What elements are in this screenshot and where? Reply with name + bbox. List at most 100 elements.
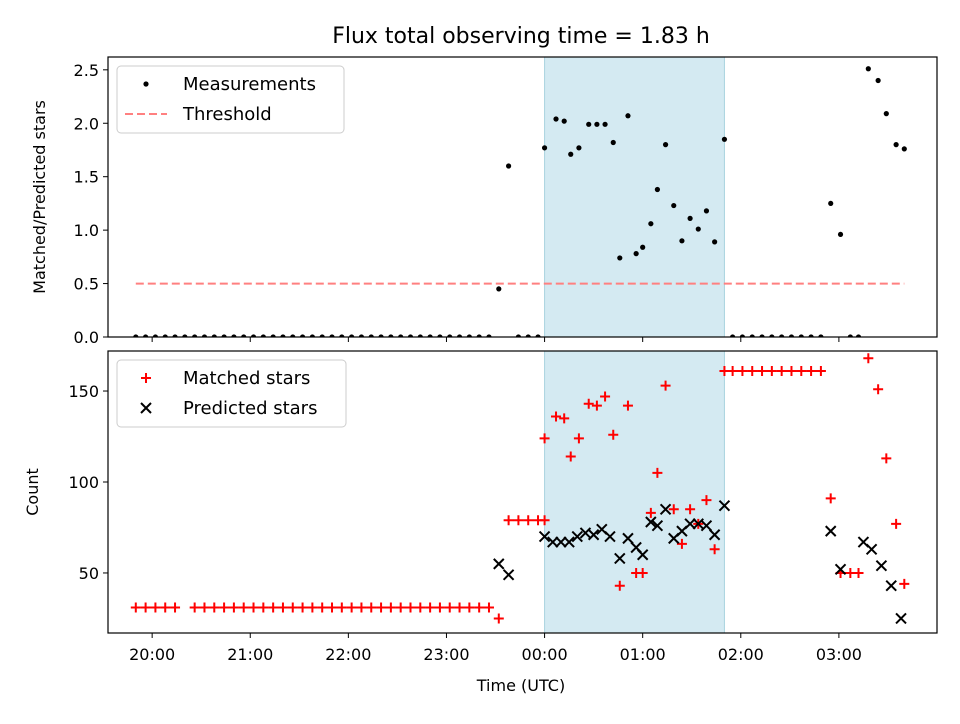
predicted-star-point	[895, 612, 907, 625]
matched-star-point	[219, 602, 230, 613]
measurement-point	[290, 334, 296, 337]
measurement-point	[553, 116, 559, 122]
y-tick-label: 0.5	[74, 275, 99, 294]
matched-star-point	[622, 400, 633, 411]
matched-star-point	[559, 413, 570, 424]
measurement-point	[901, 146, 907, 152]
matched-star-point	[170, 602, 181, 613]
measurement-point	[143, 334, 149, 337]
measurement-point	[250, 334, 257, 337]
legend-plus-marker	[141, 373, 151, 383]
matched-star-point	[757, 366, 768, 377]
measurement-point	[679, 238, 685, 244]
measurement-point	[739, 334, 746, 337]
measurement-point	[427, 334, 433, 337]
x-tick-label: 23:00	[423, 645, 469, 664]
matched-star-point	[863, 353, 874, 364]
predicted-star-point	[604, 530, 616, 543]
predicted-star-point	[587, 529, 600, 541]
predicted-star-point	[718, 499, 731, 512]
matched-star-point	[327, 602, 338, 613]
measurement-point	[625, 113, 631, 119]
predicted-star-point	[684, 518, 696, 530]
y-tick-label: 100	[68, 473, 99, 492]
matched-star-point	[747, 366, 758, 377]
matched-star-point	[766, 366, 777, 377]
measurement-point	[730, 334, 736, 337]
measurement-point	[299, 334, 306, 337]
matched-star-point	[238, 602, 249, 613]
matched-star-point	[637, 567, 648, 578]
measurement-point	[417, 334, 423, 337]
measurement-point	[456, 334, 463, 337]
measurement-point	[133, 334, 139, 337]
predicted-star-point	[571, 530, 583, 543]
measurement-point	[568, 151, 574, 157]
matched-star-point	[425, 602, 436, 613]
y-tick-label: 2.5	[74, 61, 99, 80]
measurement-point	[769, 334, 775, 337]
matched-star-point	[160, 602, 171, 613]
matched-star-point	[444, 602, 455, 613]
x-tick-label: 22:00	[325, 645, 371, 664]
measurement-point	[211, 334, 217, 337]
matched-star-point	[668, 504, 679, 515]
top-y-axis-label: Matched/Predicted stars	[30, 100, 49, 294]
matched-star-point	[806, 366, 817, 377]
matched-star-point	[583, 398, 594, 409]
predicted-star-point	[708, 529, 721, 541]
measurement-point	[368, 334, 374, 337]
y-tick-label: 2.0	[74, 114, 99, 133]
measurement-point	[329, 334, 335, 337]
matched-star-point	[405, 602, 416, 613]
predicted-star-point	[834, 563, 847, 576]
measurement-point	[515, 334, 522, 337]
matched-star-point	[434, 602, 445, 613]
x-tick-label: 02:00	[718, 645, 764, 664]
top-panel: 0.0 0.5 1.0 1.5 2.0 2.5 Measurements Threshold	[74, 56, 938, 347]
matched-star-point	[150, 602, 161, 613]
matched-star-point	[614, 580, 625, 591]
matched-star-point	[701, 495, 712, 506]
measurement-point	[855, 334, 862, 337]
observing-window-shade	[544, 350, 725, 634]
matched-star-point	[483, 602, 494, 613]
measurement-point	[671, 202, 677, 209]
y-tick-label: 50	[79, 564, 99, 583]
matched-star-point	[209, 602, 220, 613]
matched-star-point	[336, 602, 347, 613]
matched-star-point	[591, 400, 602, 411]
predicted-star-point	[651, 519, 664, 532]
legend-x-marker	[140, 402, 152, 414]
matched-star-point	[685, 504, 696, 515]
legend-entry-label: Threshold	[182, 104, 272, 125]
x-tick-label: 03:00	[816, 645, 862, 664]
plot-area	[130, 353, 910, 625]
matched-star-point	[796, 366, 807, 377]
measurement-point	[749, 334, 755, 337]
measurement-point	[349, 334, 355, 337]
matched-star-point	[140, 602, 151, 613]
matched-star-point	[660, 380, 671, 391]
measurement-point	[847, 334, 853, 337]
measurement-point	[893, 142, 899, 148]
measurement-point	[779, 334, 785, 337]
measurement-point	[594, 121, 600, 127]
measurement-point	[602, 121, 608, 127]
matched-star-point	[573, 433, 584, 444]
measurement-point	[703, 208, 710, 214]
matched-star-point	[317, 602, 328, 613]
matched-star-point	[189, 602, 200, 613]
matched-star-point	[786, 366, 797, 377]
measurement-point	[358, 334, 365, 337]
measurement-point	[309, 334, 315, 337]
measurement-point	[437, 334, 443, 337]
measurement-point	[506, 163, 512, 169]
matched-star-point	[899, 578, 910, 589]
matched-star-point	[727, 366, 738, 377]
predicted-star-point	[865, 543, 878, 556]
measurement-point	[759, 334, 765, 337]
x-tick-label: 21:00	[227, 645, 273, 664]
matched-star-point	[815, 366, 826, 377]
measurement-point	[818, 334, 824, 337]
